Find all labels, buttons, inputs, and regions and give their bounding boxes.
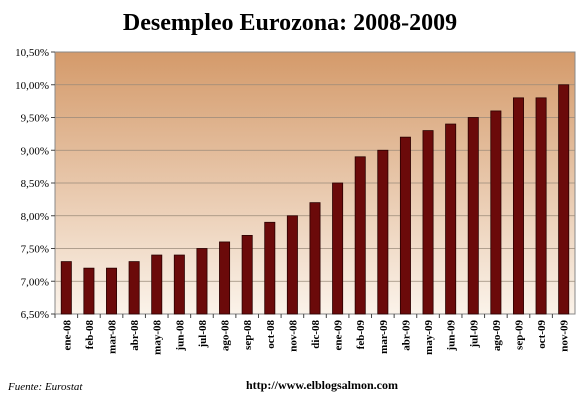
source-url: http://www.elblogsalmon.com: [246, 378, 398, 392]
x-tick-label: ene-08: [61, 320, 73, 351]
y-tick-label: 10,00%: [15, 80, 49, 92]
bar-may-08: [151, 254, 163, 315]
bar-sep-09: [512, 97, 524, 315]
y-tick-label: 10,50%: [15, 47, 49, 59]
x-tick-label: mar-08: [107, 320, 119, 354]
x-tick-label: mar-09: [378, 320, 390, 354]
x-tick-label: jul-08: [197, 320, 209, 349]
bar-abr-08: [128, 261, 140, 315]
x-tick-label: sep-09: [513, 320, 525, 350]
bar-mar-09: [377, 149, 389, 315]
y-tick-label: 9,50%: [21, 113, 49, 125]
bars: [60, 84, 570, 315]
x-tick-label: may-09: [423, 320, 435, 355]
x-tick-label: feb-09: [355, 320, 367, 350]
bar-ene-09: [332, 182, 344, 315]
y-tick-label: 6,50%: [21, 309, 49, 321]
y-tick-label: 7,50%: [21, 244, 49, 256]
bar-nov-09: [558, 84, 570, 315]
x-tick-label: nov-09: [559, 320, 571, 352]
y-tick-label: 8,00%: [21, 211, 49, 223]
x-tick-label: nov-08: [287, 320, 299, 352]
x-tick-label: feb-08: [84, 320, 96, 350]
bar-ene-08: [60, 261, 72, 315]
x-tick-label: sep-08: [242, 320, 254, 350]
bar-abr-09: [399, 136, 411, 315]
bar-jun-09: [445, 123, 457, 315]
x-tick-label: ago-09: [491, 320, 503, 352]
x-tick-label: jul-09: [468, 320, 480, 349]
x-axis: ene-08 feb-08 mar-08 abr-08 may-08 jun-08 jul-…: [54, 314, 571, 355]
bar-jun-08: [173, 254, 185, 315]
bar-dic-08: [309, 202, 321, 315]
bar-jul-09: [467, 117, 479, 315]
chart-title: Desempleo Eurozona: 2008-2009: [123, 10, 457, 36]
source-note: Fuente: Eurostat: [7, 381, 83, 393]
x-tick-label: ago-08: [220, 320, 232, 352]
bar-oct-09: [535, 97, 547, 315]
bar-nov-08: [286, 215, 298, 315]
bar-jul-08: [196, 248, 208, 315]
x-tick-label: dic-08: [310, 320, 322, 349]
x-tick-label: abr-08: [129, 320, 141, 351]
bar-feb-08: [83, 267, 95, 315]
x-tick-label: oct-08: [265, 320, 277, 349]
x-tick-label: oct-09: [536, 320, 548, 349]
bar-feb-09: [354, 156, 366, 315]
bar-mar-08: [106, 267, 118, 315]
x-tick-label: may-08: [152, 320, 164, 355]
gridlines: [55, 84, 575, 282]
y-axis: 6,50% 7,00% 7,50% 8,00% 8,50% 9,00% 9,50% 10,00…: [15, 47, 55, 321]
y-tick-label: 7,00%: [21, 276, 49, 288]
bar-sep-08: [241, 234, 253, 315]
x-tick-label: jun-08: [174, 320, 186, 352]
bar-oct-08: [264, 221, 276, 315]
y-tick-label: 9,00%: [21, 145, 49, 157]
x-tick-label: jun-09: [446, 320, 458, 352]
bar-ago-09: [490, 110, 502, 315]
bar-may-09: [422, 130, 434, 315]
x-tick-label: ene-09: [333, 320, 345, 351]
bar-ago-08: [219, 241, 231, 315]
y-tick-label: 8,50%: [21, 178, 49, 190]
x-tick-label: abr-09: [400, 320, 412, 351]
